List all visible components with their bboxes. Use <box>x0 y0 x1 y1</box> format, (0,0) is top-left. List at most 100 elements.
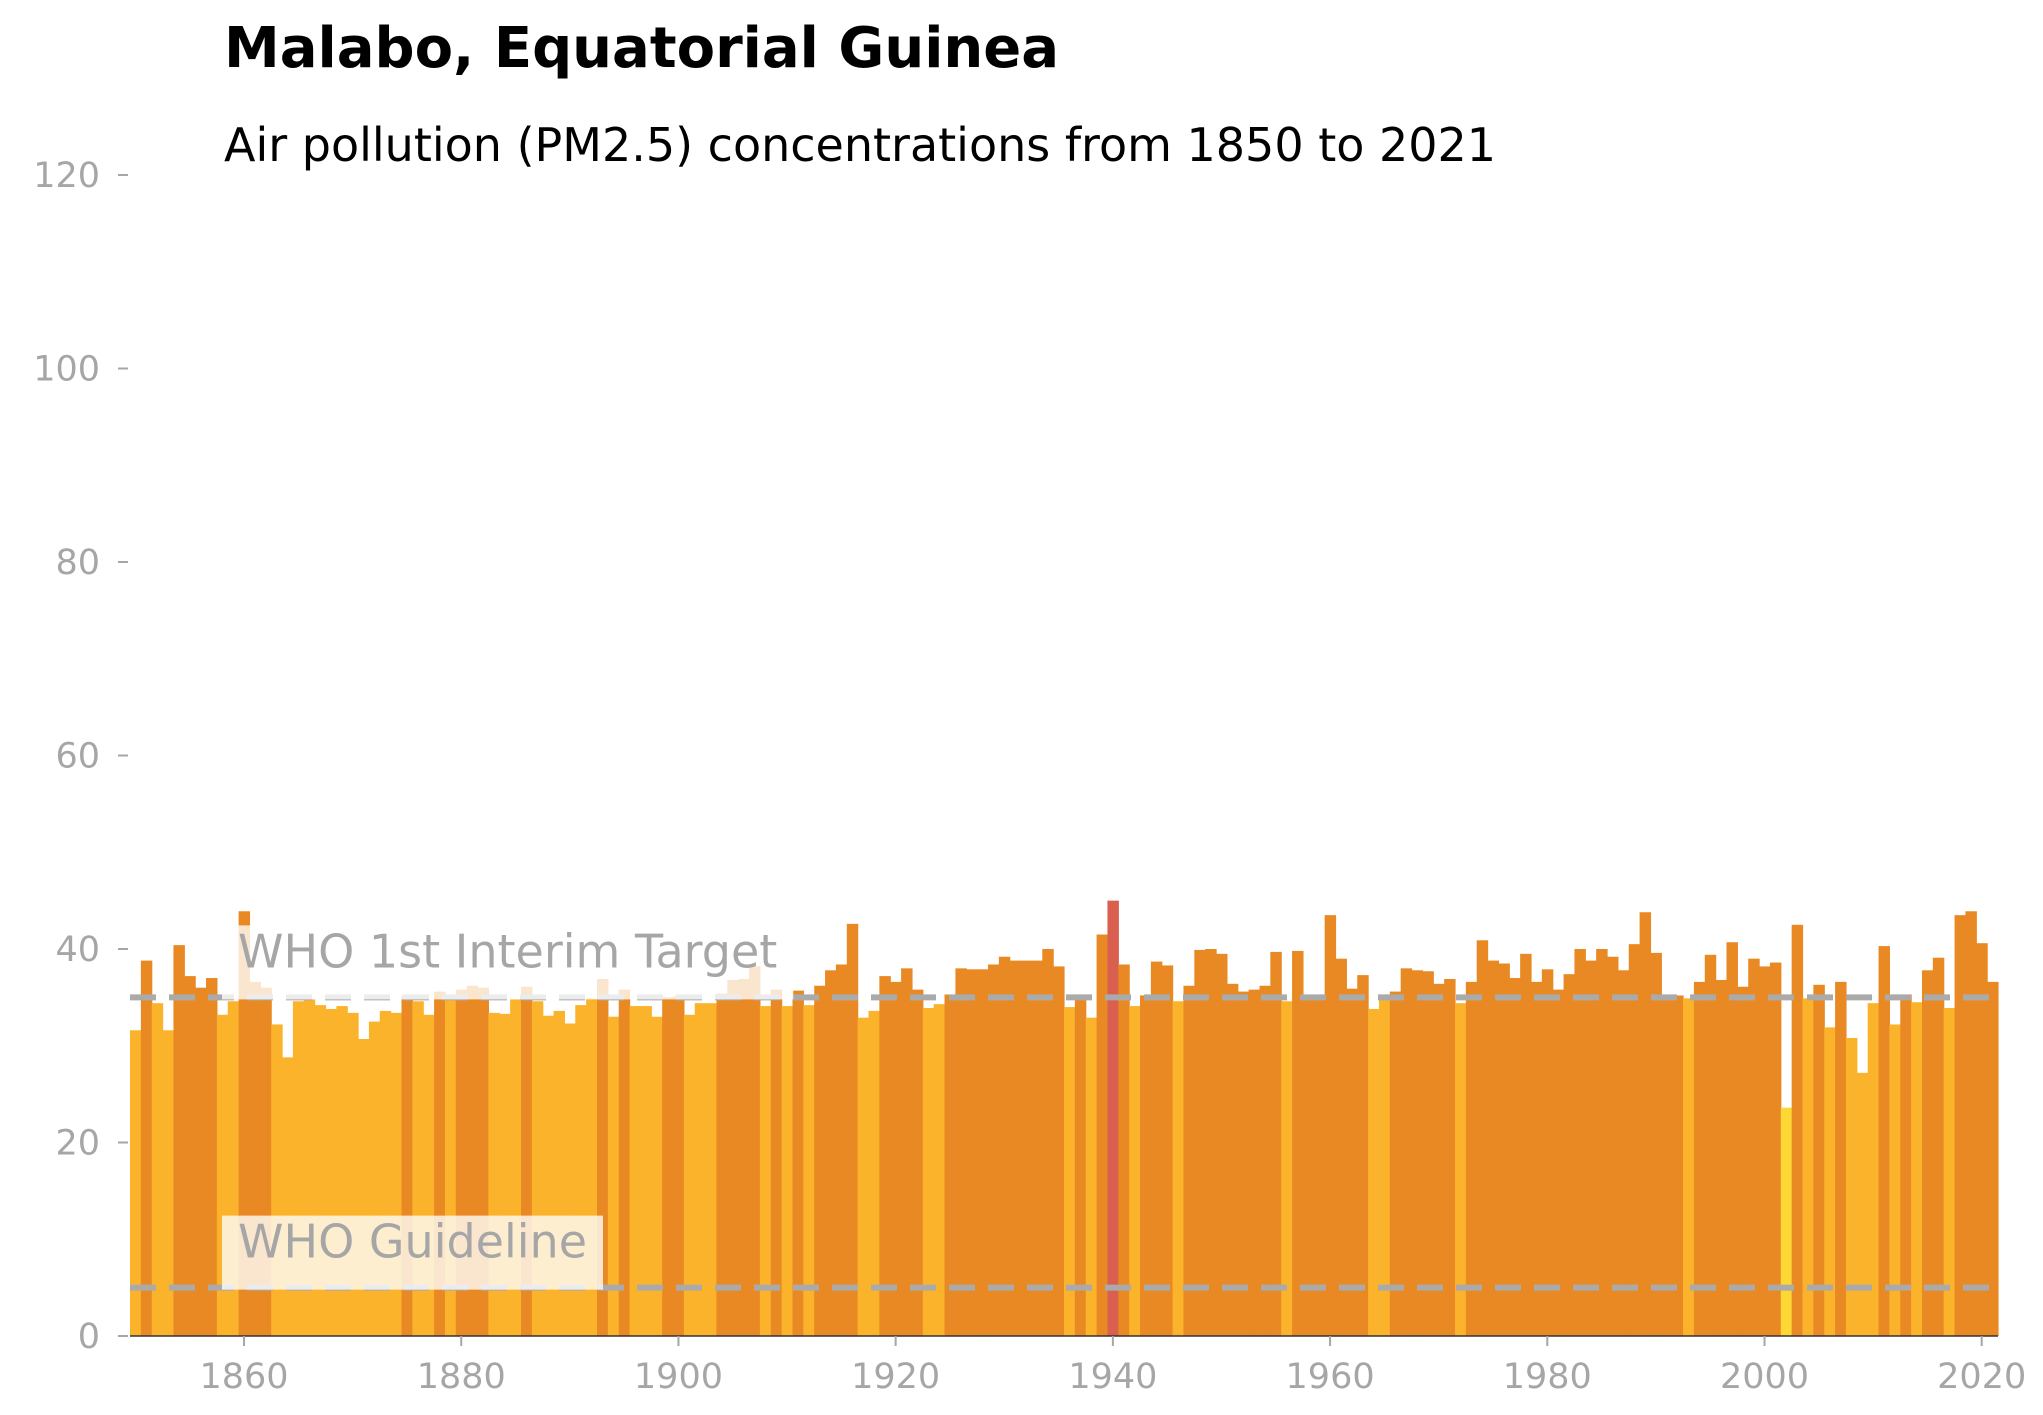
bar-1979 <box>1531 981 1543 1336</box>
bar-1863 <box>271 1024 283 1336</box>
bar-1977 <box>1509 978 1521 1336</box>
bar-1956 <box>1281 1001 1293 1336</box>
chart-title: Malabo, Equatorial Guinea <box>224 16 1060 81</box>
bar-1987 <box>1617 970 1630 1336</box>
bar-1885 <box>510 999 522 1336</box>
bar-1940 <box>1107 900 1119 1337</box>
bar-1962 <box>1346 988 1358 1336</box>
bar-1996 <box>1715 979 1728 1336</box>
y-tick-label-80: 80 <box>55 543 100 583</box>
bar-1862 <box>260 987 272 1336</box>
bar-1997 <box>1726 942 1738 1336</box>
bar-1867 <box>314 1005 327 1336</box>
bar-1882 <box>477 987 489 1336</box>
chart-subtitle: Air pollution (PM2.5) concentrations fro… <box>224 118 1497 172</box>
bar-1929 <box>987 964 1000 1336</box>
bar-1955 <box>1270 951 1282 1336</box>
bar-1869 <box>336 1006 348 1336</box>
bar-1858 <box>216 1014 229 1336</box>
bar-1855 <box>184 976 196 1336</box>
y-tick-label-20: 20 <box>55 1124 100 1164</box>
bar-1973 <box>1465 981 1478 1336</box>
bar-1893 <box>597 978 609 1336</box>
bar-1964 <box>1368 1008 1380 1336</box>
bar-1928 <box>977 969 989 1336</box>
bar-1881 <box>466 985 479 1336</box>
bar-1891 <box>575 1005 587 1336</box>
bar-1934 <box>1042 949 1054 1336</box>
bar-1921 <box>901 968 913 1336</box>
bar-2009 <box>1856 1072 1869 1336</box>
bar-1873 <box>379 1010 392 1336</box>
x-tick-label-2000: 2000 <box>1720 1357 1809 1397</box>
x-tick-label-1920: 1920 <box>851 1357 940 1397</box>
bar-1883 <box>488 1012 500 1336</box>
bar-1939 <box>1096 934 1109 1336</box>
bar-1953 <box>1248 989 1261 1336</box>
bar-1993 <box>1683 998 1695 1336</box>
x-tick-label-1900: 1900 <box>634 1357 723 1397</box>
bar-1963 <box>1357 975 1369 1336</box>
y-tick-label-60: 60 <box>55 737 100 777</box>
bar-1899 <box>662 997 674 1337</box>
bar-1917 <box>857 1017 870 1336</box>
bar-1984 <box>1585 960 1597 1336</box>
bar-1870 <box>347 1012 359 1336</box>
bar-1892 <box>586 998 598 1336</box>
bar-1982 <box>1563 974 1576 1336</box>
bar-1933 <box>1031 960 1043 1336</box>
bar-1974 <box>1476 940 1489 1336</box>
bar-1889 <box>553 1010 566 1336</box>
bar-1913 <box>814 985 826 1336</box>
bar-2016 <box>1932 957 1945 1336</box>
bar-1871 <box>358 1038 370 1336</box>
bar-1957 <box>1292 950 1304 1336</box>
bar-1853 <box>162 1030 175 1336</box>
bar-2012 <box>1889 1024 1901 1336</box>
bar-1906 <box>738 978 750 1336</box>
bar-1894 <box>607 1016 620 1336</box>
bar-1910 <box>781 1006 794 1336</box>
bar-1890 <box>564 1023 576 1336</box>
bar-1924 <box>933 1004 946 1336</box>
bar-1852 <box>151 1003 164 1336</box>
bar-2011 <box>1878 946 1890 1336</box>
bar-1896 <box>629 1006 642 1336</box>
bar-1856 <box>195 987 207 1336</box>
x-tick-label-1940: 1940 <box>1068 1357 1157 1397</box>
bar-1877 <box>423 1014 435 1336</box>
bar-1854 <box>173 945 185 1336</box>
bar-1904 <box>716 993 728 1336</box>
bar-1978 <box>1520 953 1532 1336</box>
y-tick-label-40: 40 <box>55 930 100 970</box>
bar-1907 <box>749 966 761 1336</box>
bar-1983 <box>1574 949 1586 1336</box>
x-tick-label-1880: 1880 <box>417 1357 506 1397</box>
bar-1988 <box>1628 944 1641 1336</box>
y-tick-label-100: 100 <box>33 350 100 390</box>
bar-1859 <box>227 1001 240 1336</box>
bar-1879 <box>444 999 457 1336</box>
x-tick-label-2020: 2020 <box>1937 1357 2026 1397</box>
bar-1915 <box>835 964 848 1336</box>
x-tick-label-1980: 1980 <box>1503 1357 1592 1397</box>
bar-1967 <box>1400 968 1413 1336</box>
bar-1884 <box>499 1013 511 1336</box>
x-tick-label-1860: 1860 <box>199 1357 288 1397</box>
bar-1976 <box>1498 963 1510 1336</box>
bar-1887 <box>531 1001 544 1336</box>
bar-1868 <box>325 1008 337 1336</box>
bar-1851 <box>140 960 153 1336</box>
bar-1949 <box>1205 949 1217 1336</box>
x-tick-label-1960: 1960 <box>1286 1357 1375 1397</box>
bar-1941 <box>1118 964 1130 1336</box>
bar-1925 <box>944 994 956 1336</box>
bar-1995 <box>1704 954 1717 1336</box>
bar-1903 <box>705 1003 718 1336</box>
bar-2003 <box>1791 924 1804 1336</box>
bar-1866 <box>303 999 316 1336</box>
bar-series <box>130 900 1999 1337</box>
bar-1932 <box>1020 960 1033 1336</box>
reference-label-background-1 <box>222 1215 603 1290</box>
bar-1952 <box>1237 991 1250 1336</box>
